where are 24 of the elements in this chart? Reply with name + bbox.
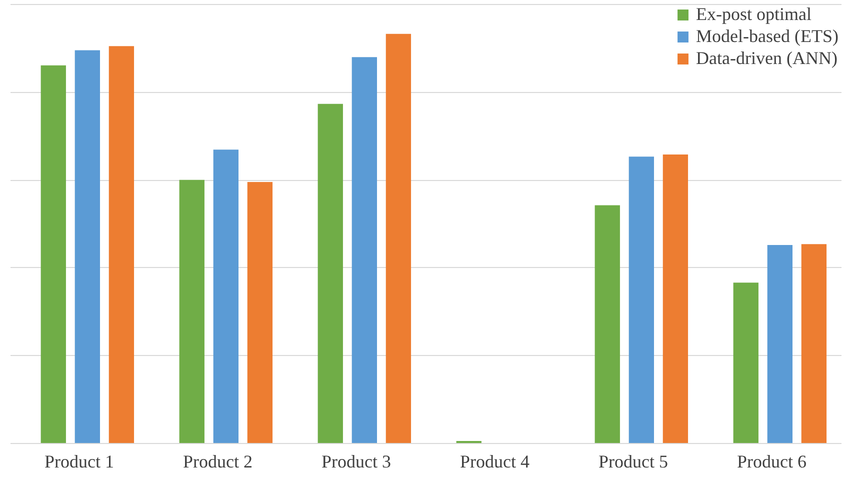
- bar: [801, 244, 827, 443]
- legend-label: Model-based (ETS): [696, 26, 838, 46]
- x-tick-label: Product 5: [598, 452, 668, 472]
- bar: [662, 154, 688, 443]
- bar: [628, 156, 654, 443]
- bar: [247, 182, 273, 443]
- bar: [40, 65, 66, 443]
- x-tick-label: Product 3: [322, 452, 391, 472]
- x-tick-label: Product 1: [44, 452, 114, 472]
- x-tick-label: Product 6: [737, 452, 806, 472]
- bar: [213, 150, 238, 443]
- bar: [74, 50, 100, 443]
- bar: [733, 282, 758, 443]
- x-tick-label: Product 4: [460, 452, 530, 472]
- bar: [108, 46, 134, 443]
- x-tick-label: Product 2: [183, 452, 252, 472]
- legend-label: Ex-post optimal: [696, 4, 812, 24]
- bar: [318, 104, 343, 443]
- bar: [386, 34, 412, 443]
- legend-label: Data-driven (ANN): [696, 48, 838, 68]
- bar: [352, 57, 377, 443]
- bar: [594, 205, 620, 443]
- bar: [179, 180, 204, 443]
- bar: [767, 244, 792, 443]
